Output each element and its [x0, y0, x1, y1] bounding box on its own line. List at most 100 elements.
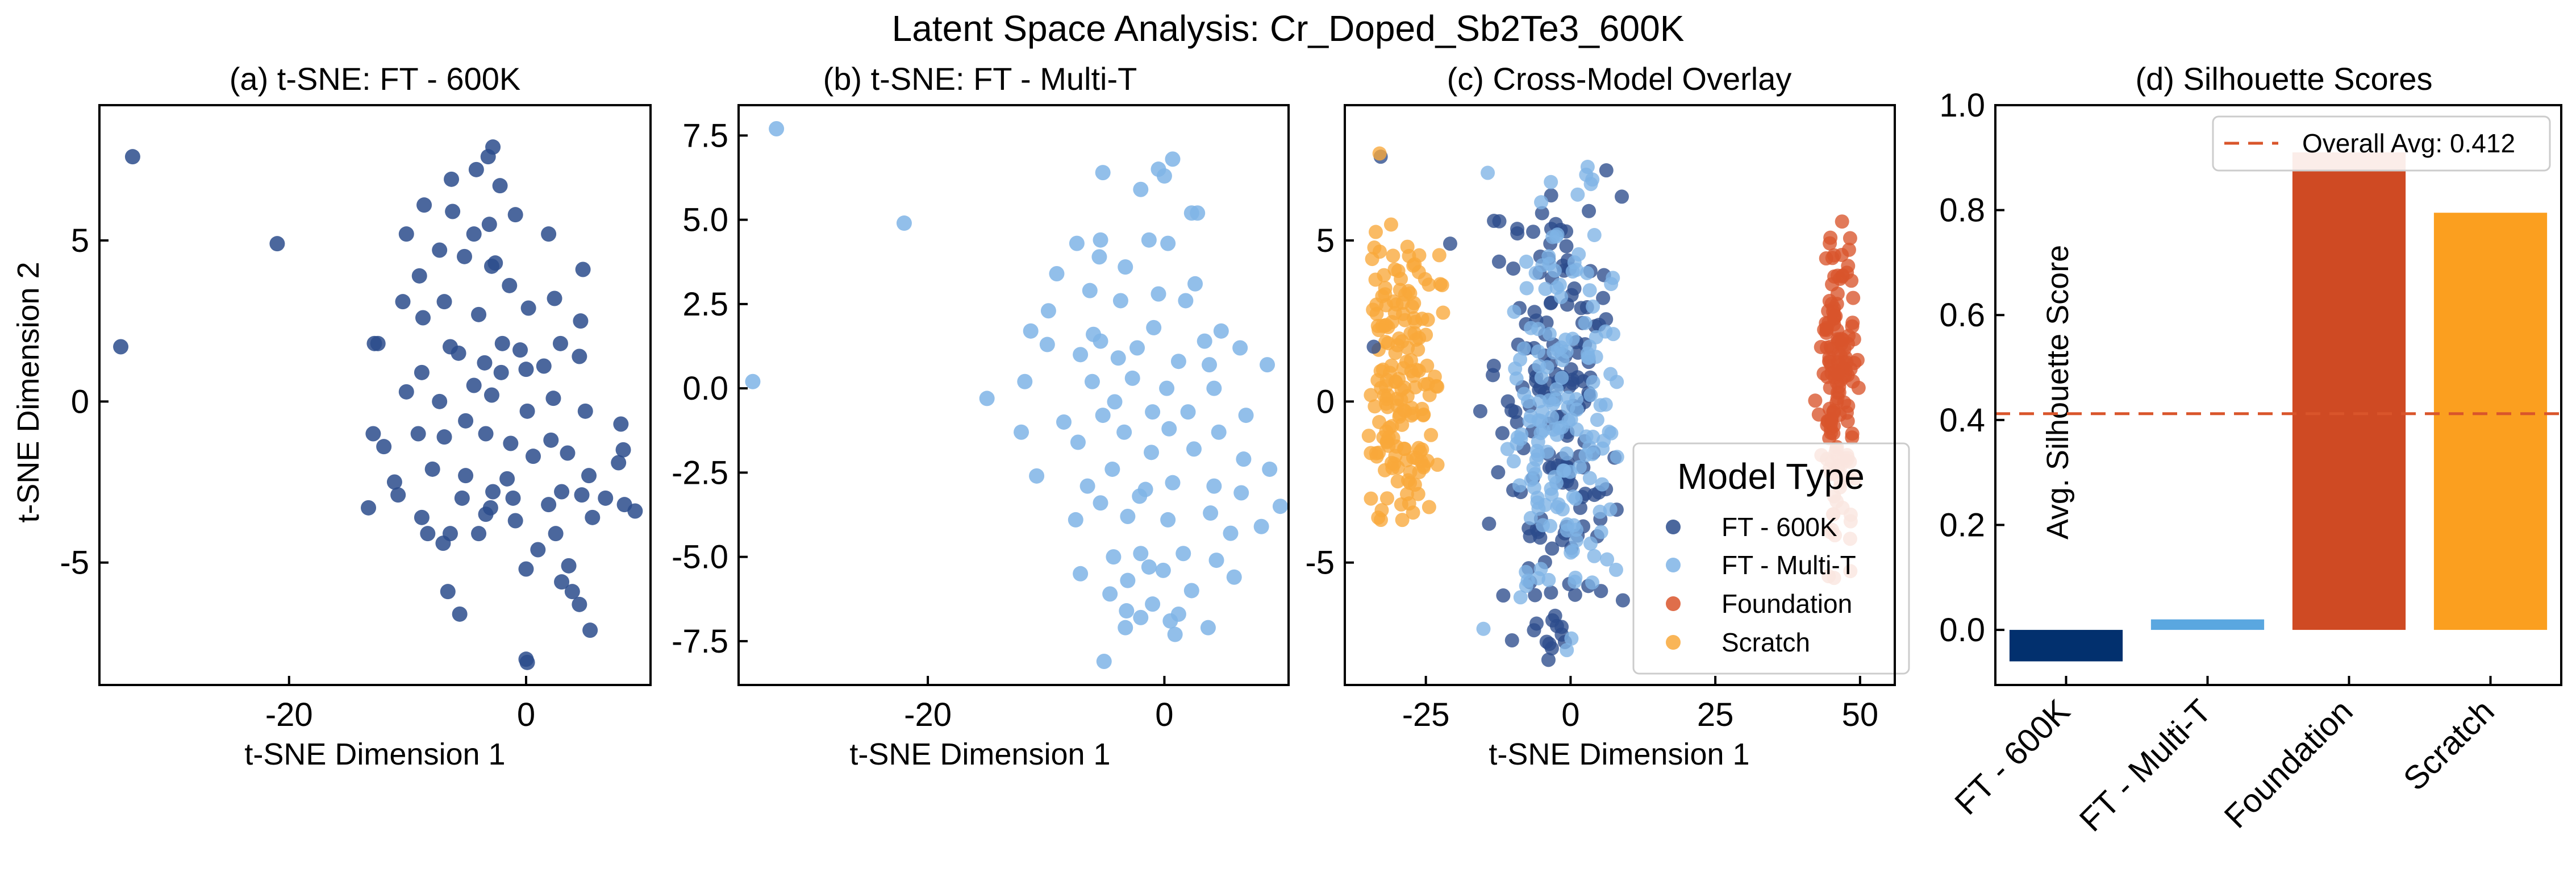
scatter-point: [745, 373, 761, 389]
bar: [2292, 152, 2406, 630]
legend-title: Model Type: [1677, 456, 1865, 497]
x-tick-label: -25: [1402, 696, 1450, 733]
scatter-point: [1176, 546, 1191, 562]
scatter-point: [1084, 373, 1100, 389]
panel-d-ylabel: Avg. Silhouette Score: [2041, 245, 2075, 539]
scatter-point: [1473, 404, 1487, 418]
scatter-point: [547, 290, 562, 306]
scatter-point: [1361, 429, 1376, 443]
panel-b-frame: [737, 104, 1290, 686]
scatter-point: [1531, 344, 1545, 359]
scatter-point: [1233, 485, 1249, 501]
scatter-point: [1600, 552, 1615, 567]
scatter-point: [1496, 588, 1511, 603]
scatter-point: [896, 215, 912, 231]
scatter-point: [1599, 163, 1614, 178]
scatter-point: [1586, 375, 1600, 389]
y-tick-label: 0.0: [682, 370, 728, 407]
scatter-point: [1587, 228, 1602, 243]
scatter-point: [1056, 414, 1072, 430]
scatter-point: [1029, 468, 1045, 484]
scatter-point: [548, 526, 564, 542]
scatter-point: [1096, 653, 1112, 669]
scatter-point: [1183, 583, 1199, 599]
scatter-point: [1073, 566, 1089, 582]
scatter-point: [1397, 441, 1411, 456]
scatter-point: [1236, 451, 1252, 467]
scatter-point: [1531, 322, 1545, 337]
scatter-point: [1160, 512, 1176, 528]
scatter-point: [1145, 404, 1161, 420]
scatter-point: [503, 435, 519, 451]
scatter-point: [1534, 370, 1549, 385]
scatter-point: [1544, 188, 1558, 203]
scatter-point: [1200, 620, 1216, 636]
scatter-point: [1510, 226, 1525, 241]
scatter-point: [1436, 305, 1450, 320]
scatter-point: [414, 509, 430, 525]
scatter-point: [451, 345, 466, 361]
x-tick-label: -20: [265, 696, 313, 733]
scatter-point: [518, 561, 534, 577]
scatter-point: [582, 622, 598, 638]
scatter-point: [1368, 272, 1383, 287]
scatter-point: [1549, 382, 1564, 397]
scatter-point: [440, 584, 456, 600]
scatter-point: [564, 584, 580, 600]
scatter-point: [1238, 408, 1254, 423]
scatter-point: [1017, 373, 1033, 389]
x-tick-label: FT - Multi-T: [2073, 692, 2219, 838]
scatter-point: [1397, 380, 1412, 395]
scatter-point: [1161, 421, 1177, 437]
scatter-point: [572, 348, 587, 364]
scatter-point: [452, 606, 468, 622]
scatter-point: [1531, 447, 1545, 462]
scatter-point: [1132, 488, 1148, 504]
scatter-point: [1512, 478, 1527, 493]
scatter-point: [1014, 424, 1029, 440]
scatter-point: [1155, 562, 1171, 578]
y-tick-label: 5.0: [682, 202, 728, 239]
scatter-point: [1190, 205, 1206, 221]
scatter-point: [1120, 508, 1136, 524]
scatter-point: [979, 391, 995, 406]
scatter-point: [1156, 168, 1172, 184]
scatter-point: [1208, 553, 1224, 568]
bar: [2150, 619, 2265, 630]
scatter-point: [585, 509, 601, 525]
scatter-point: [1422, 500, 1436, 514]
scatter-point: [507, 207, 523, 223]
scatter-point: [1583, 388, 1598, 402]
panel-c-frame: [1344, 104, 1896, 686]
scatter-point: [1580, 159, 1595, 174]
scatter-point: [1253, 518, 1269, 534]
panel-c-legend: Model Type FT - 600K FT - Multi-T Founda…: [1632, 442, 1910, 675]
scatter-point: [1506, 454, 1521, 469]
scatter-point: [1260, 357, 1276, 373]
scatter-point: [1528, 588, 1543, 603]
scatter-point: [1141, 559, 1157, 575]
scatter-point: [1364, 388, 1378, 402]
scatter-point: [1846, 290, 1861, 305]
y-tick-label: -5: [60, 545, 89, 582]
scatter-point: [1519, 564, 1533, 579]
scatter-point: [1112, 293, 1128, 309]
scatter-point: [1364, 446, 1378, 460]
scatter-point: [1545, 541, 1560, 556]
scatter-point: [432, 242, 448, 258]
panel-c-xlabel: t-SNE Dimension 1: [1489, 737, 1749, 771]
figure-suptitle: Latent Space Analysis: Cr_Doped_Sb2Te3_6…: [892, 8, 1685, 49]
legend-marker-foundation: [1666, 596, 1681, 611]
x-tick-label: 0: [517, 696, 535, 733]
scatter-point: [1544, 487, 1559, 502]
scatter-point: [1401, 284, 1416, 298]
scatter-point: [376, 439, 392, 455]
scatter-point: [1546, 396, 1561, 411]
scatter-point: [1068, 512, 1083, 528]
x-tick-label: 50: [1842, 696, 1879, 733]
scatter-point: [1541, 653, 1556, 667]
panel-d-frame: [1994, 104, 2562, 686]
scatter-point: [518, 651, 534, 667]
scatter-point: [1372, 146, 1387, 161]
